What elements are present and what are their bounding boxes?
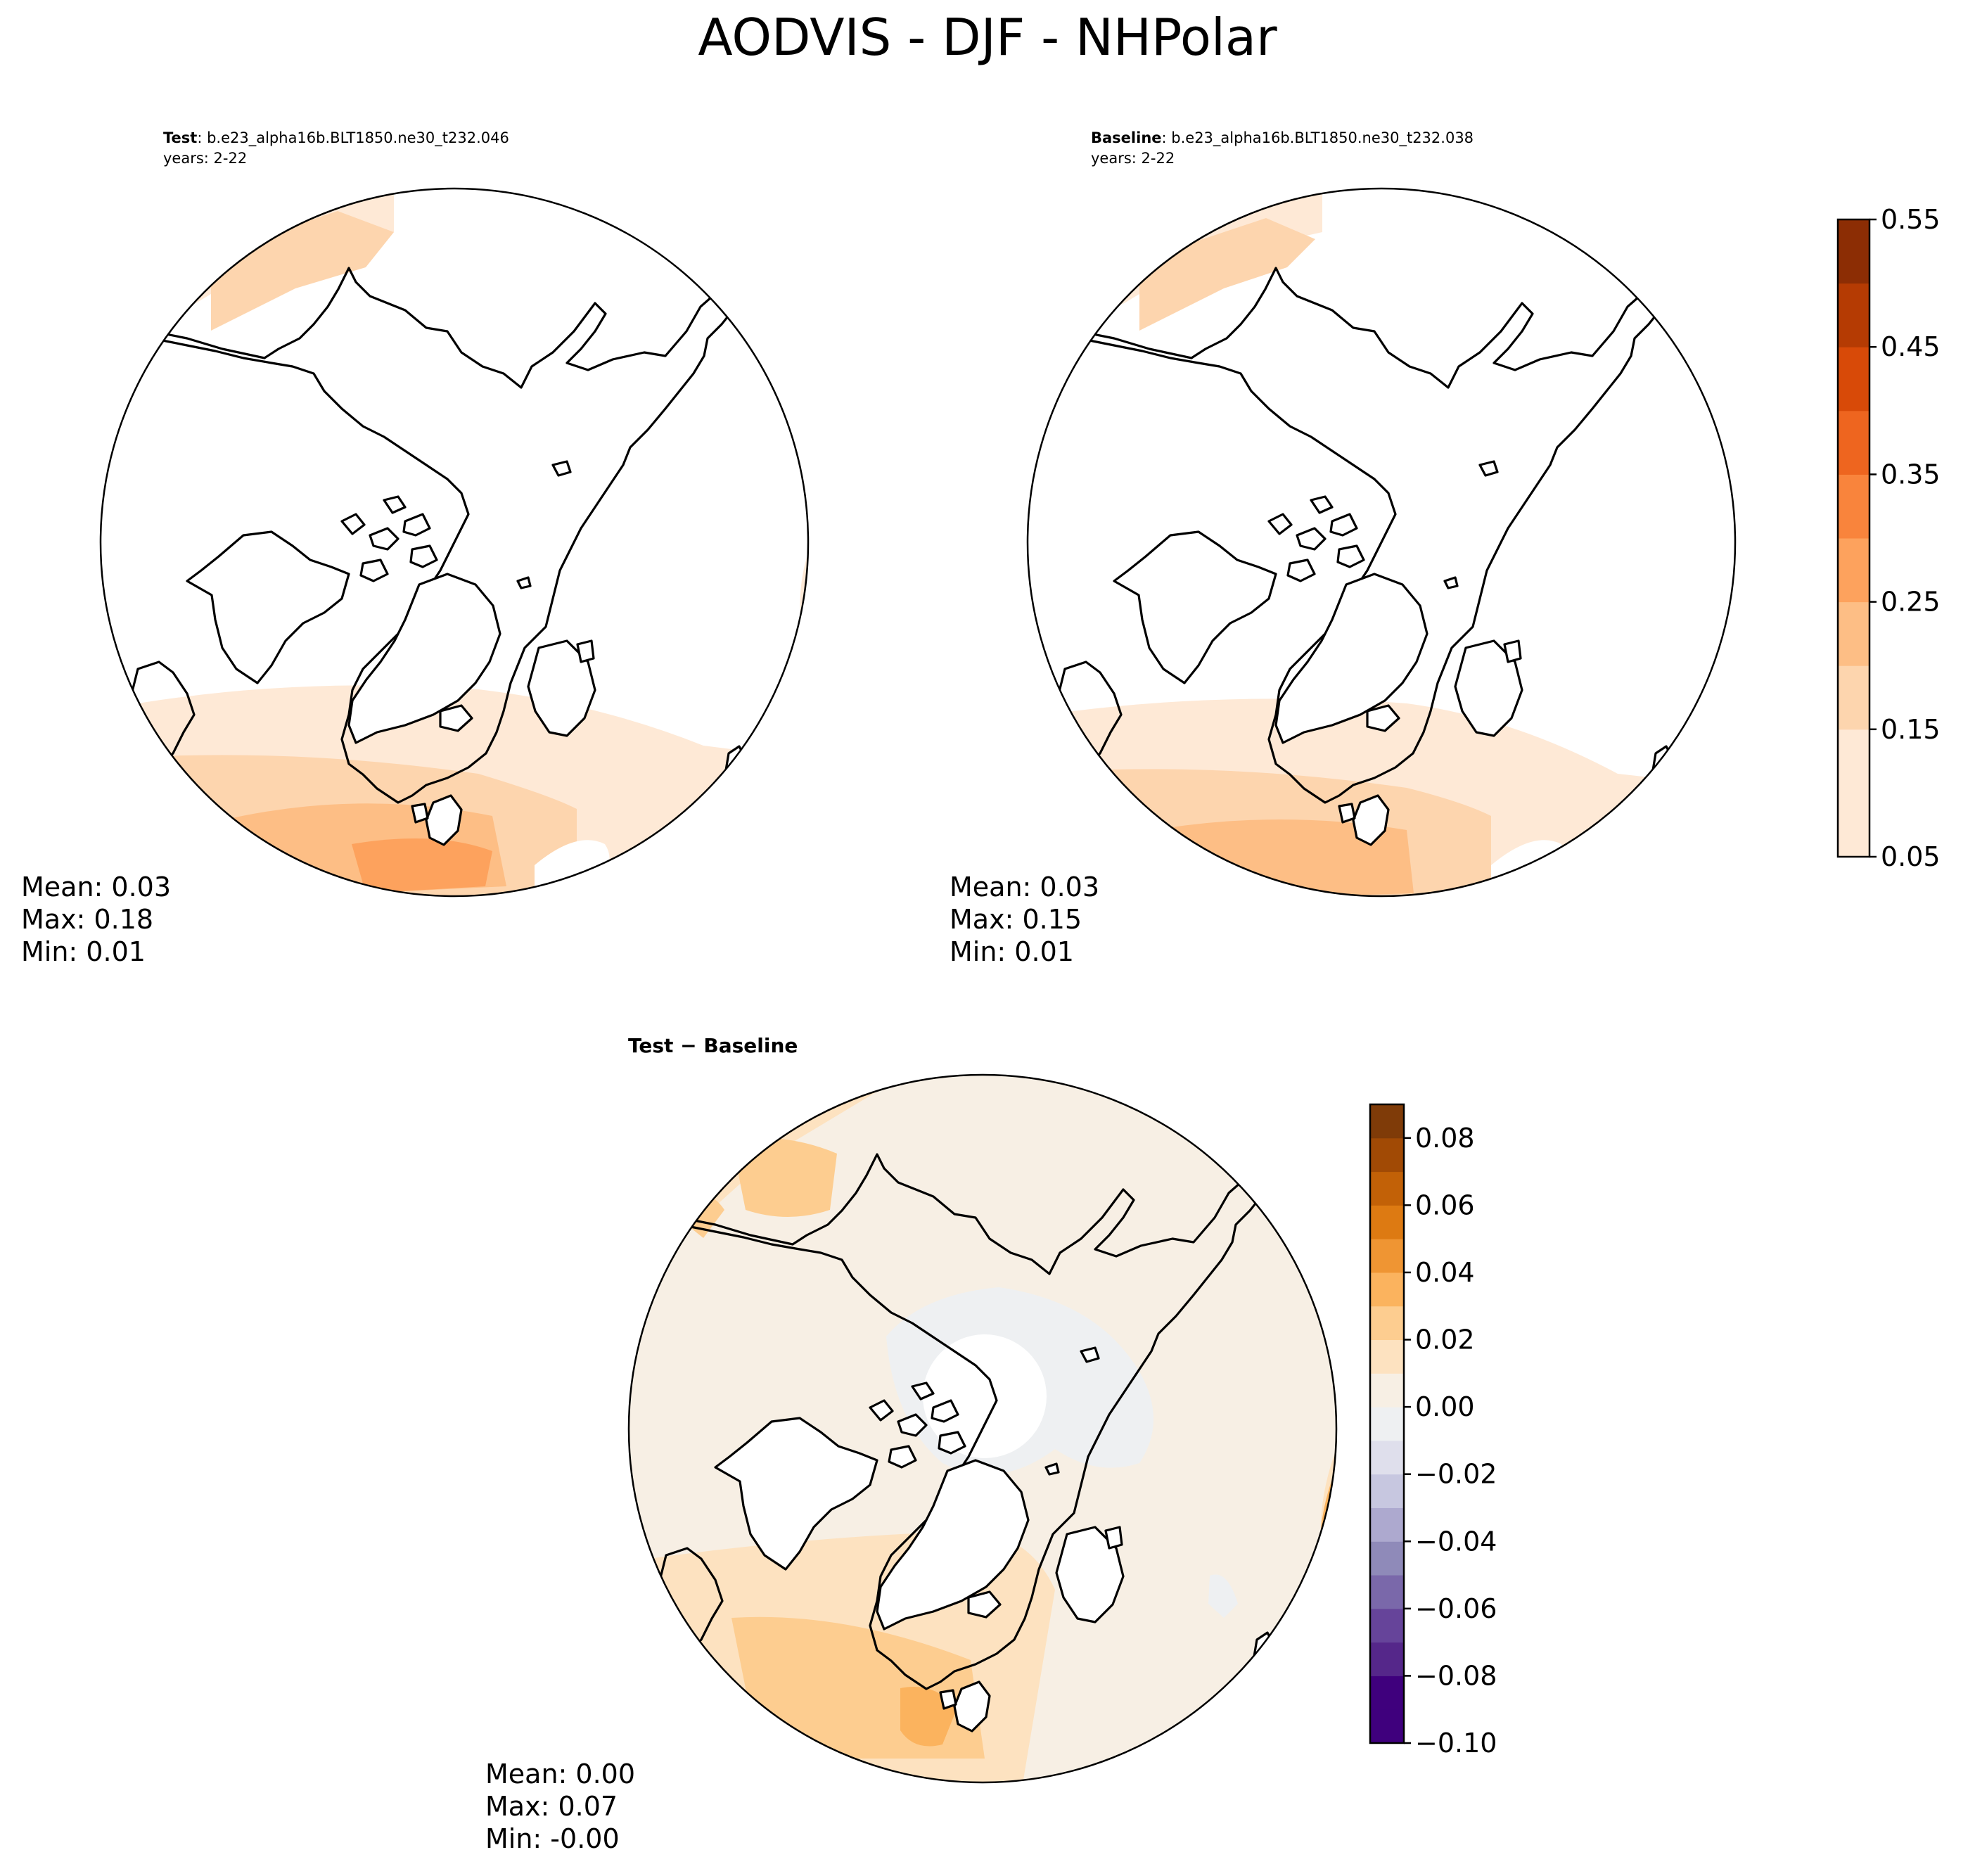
field-diff-pole-hole	[923, 1334, 1047, 1458]
figure-title: AODVIS - DJF - NHPolar	[698, 8, 1277, 67]
colorbar-difference-bin	[1370, 1440, 1404, 1475]
colorbar-difference-frame	[1369, 1103, 1405, 1744]
colorbar-difference: 0.08 0.06 0.04 0.02 0.00 −0.02 −0.04 −0.06 −0.08…	[1369, 1103, 1497, 1759]
panel-test-label-bold: Test	[163, 129, 197, 146]
panel-difference-label-bold: Test − Baseline	[628, 1034, 798, 1057]
field-test-band-9	[806, 619, 808, 703]
colorbar-absolute-tick-label: 0.25	[1881, 587, 1941, 618]
colorbar-difference-bin	[1370, 1474, 1404, 1508]
baseline-min: Min: 0.01	[950, 936, 1074, 967]
colorbar-difference-tick-label: 0.02	[1415, 1325, 1475, 1355]
colorbar-difference-bin	[1370, 1608, 1404, 1643]
panel-baseline-label-rest: : b.e23_alpha16b.BLT1850.ne30_t232.038	[1162, 129, 1474, 147]
colorbar-difference-tick-label: −0.02	[1415, 1459, 1497, 1490]
colorbar-difference-bin	[1370, 1205, 1404, 1239]
map-difference-boundary	[627, 1073, 1338, 1784]
baseline-mean: Mean: 0.03	[950, 872, 1099, 902]
panel-difference-label: Test − Baseline	[628, 1034, 798, 1057]
colorbar-difference-tick-label: 0.08	[1415, 1123, 1475, 1154]
colorbar-absolute-tick-label: 0.05	[1881, 841, 1941, 872]
field-diff-neg-2	[1208, 1574, 1238, 1618]
panel-difference: Test − Baseline Mean: 0.00 Max: 0.0	[485, 1034, 1338, 1854]
panel-baseline-years: years: 2-22	[1091, 150, 1175, 167]
colorbar-difference-tick-label: −0.04	[1415, 1526, 1497, 1557]
colorbar-absolute-bin	[1838, 665, 1869, 730]
test-max: Max: 0.18	[21, 904, 153, 935]
panel-test-label-rest: : b.e23_alpha16b.BLT1850.ne30_t232.046	[197, 129, 509, 147]
colorbar-absolute-bin	[1838, 601, 1869, 666]
colorbar-difference-tick-label: 0.00	[1415, 1391, 1475, 1422]
test-mean: Mean: 0.03	[21, 872, 171, 902]
colorbar-difference-bin	[1370, 1137, 1404, 1173]
colorbar-difference-tick-label: −0.10	[1415, 1728, 1497, 1759]
colorbar-difference-bin	[1370, 1676, 1404, 1710]
diff-max: Max: 0.07	[485, 1791, 618, 1822]
panel-test: Test: b.e23_alpha16b.BLT1850.ne30_t232.0…	[21, 129, 810, 967]
diff-min: Min: -0.00	[485, 1823, 620, 1854]
baseline-max: Max: 0.15	[950, 904, 1082, 935]
map-test	[101, 189, 808, 896]
colorbar-difference-bin	[1370, 1171, 1404, 1206]
colorbar-difference-bin	[1370, 1575, 1404, 1609]
colorbar-difference-bin	[1370, 1339, 1404, 1374]
colorbar-difference-tick-label: −0.08	[1415, 1660, 1497, 1691]
colorbar-difference-tick-label: 0.06	[1415, 1189, 1475, 1220]
map-baseline-boundary	[1026, 187, 1737, 898]
colorbar-absolute-tick-label: 0.45	[1881, 331, 1941, 362]
test-min: Min: 0.01	[21, 936, 146, 967]
panel-test-label: Test: b.e23_alpha16b.BLT1850.ne30_t232.0…	[163, 129, 509, 147]
colorbar-absolute-bin	[1838, 219, 1869, 284]
panel-baseline-label: Baseline: b.e23_alpha16b.BLT1850.ne30_t2…	[1091, 129, 1474, 147]
colorbar-difference-bin	[1370, 1239, 1404, 1273]
colorbar-absolute-bin	[1838, 347, 1869, 411]
field-test-band-7	[352, 838, 492, 893]
colorbar-difference-bin	[1370, 1642, 1404, 1676]
field-diff-pos-2	[731, 1137, 837, 1217]
colorbar-absolute-bin	[1838, 474, 1869, 539]
colorbar-difference-bin	[1370, 1407, 1404, 1441]
colorbar-absolute-bin	[1838, 538, 1869, 603]
panel-test-years: years: 2-22	[163, 150, 247, 167]
field-baseline-band-7	[1734, 598, 1735, 675]
diff-mean: Mean: 0.00	[485, 1759, 635, 1789]
colorbar-absolute-tick-label: 0.35	[1881, 459, 1941, 490]
colorbar-difference-tick-label: −0.06	[1415, 1593, 1497, 1624]
colorbar-difference-bin	[1370, 1541, 1404, 1576]
colorbar-absolute-bin	[1838, 283, 1869, 347]
map-baseline	[1028, 189, 1735, 896]
colorbar-absolute-tick-label: 0.55	[1881, 204, 1941, 235]
map-difference	[629, 1075, 1336, 1782]
colorbar-difference-bin	[1370, 1709, 1404, 1744]
colorbar-absolute-frame	[1836, 218, 1871, 858]
colorbar-absolute-bin	[1838, 729, 1869, 793]
colorbar-difference-bin	[1370, 1272, 1404, 1307]
colorbar-absolute-bin	[1838, 410, 1869, 475]
colorbar-difference-bin	[1370, 1104, 1404, 1139]
colorbar-difference-tick-label: 0.04	[1415, 1257, 1475, 1288]
panel-baseline: Baseline: b.e23_alpha16b.BLT1850.ne30_t2…	[950, 129, 1737, 967]
colorbar-absolute-bin	[1838, 793, 1869, 857]
colorbar-difference-bin	[1370, 1507, 1404, 1542]
colorbar-difference-bin	[1370, 1306, 1404, 1341]
colorbar-absolute: 0.05 0.15 0.25 0.35 0.45 0.55	[1836, 204, 1941, 872]
colorbar-difference-bin	[1370, 1373, 1404, 1408]
map-test-boundary	[99, 187, 810, 898]
panel-baseline-label-bold: Baseline	[1091, 129, 1162, 146]
colorbar-absolute-tick-label: 0.15	[1881, 714, 1941, 745]
